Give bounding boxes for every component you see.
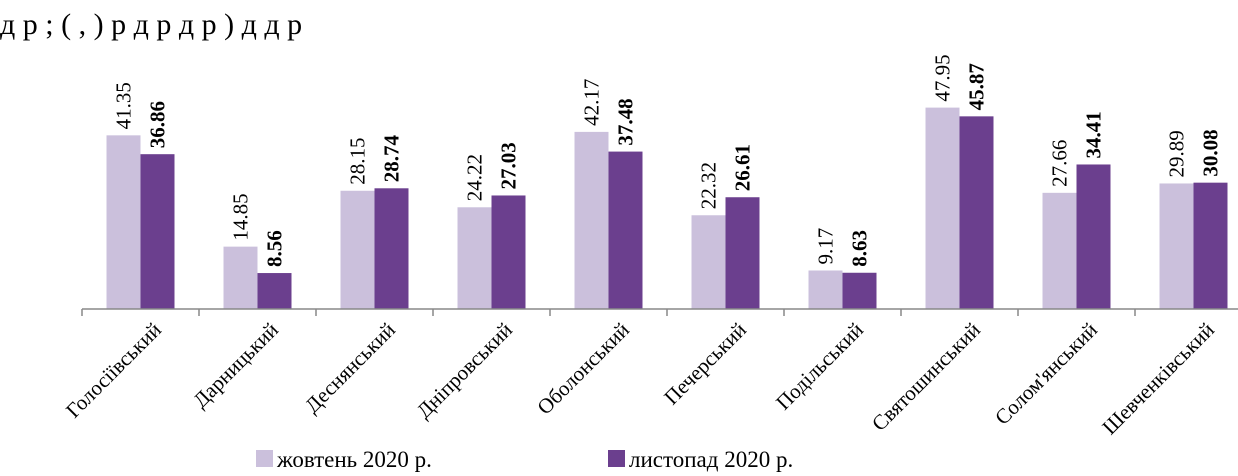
category-label: Дніпровський xyxy=(412,318,517,423)
category-label: Оболонський xyxy=(532,318,634,420)
value-label: 36.86 xyxy=(146,101,170,148)
bar xyxy=(1042,192,1077,309)
value-label: 24.22 xyxy=(463,154,487,201)
value-label: 45.87 xyxy=(965,63,989,110)
value-label: 37.48 xyxy=(614,98,638,145)
category-label: Святошинський xyxy=(867,318,985,436)
category-label: Печерський xyxy=(659,318,751,410)
bar xyxy=(491,195,526,309)
category-label: Деснянський xyxy=(300,318,400,418)
legend-label: жовтень 2020 р. xyxy=(276,447,432,472)
value-label: 14.85 xyxy=(229,193,253,240)
value-label: 27.03 xyxy=(497,142,521,189)
legend-swatch xyxy=(256,450,273,467)
bars-group xyxy=(106,107,1228,309)
legend: жовтень 2020 р. листопад 2020 р. xyxy=(256,447,793,472)
value-label: 22.32 xyxy=(697,162,721,209)
bar xyxy=(1193,182,1228,309)
legend-swatch xyxy=(608,450,625,467)
x-axis-ticks xyxy=(81,309,1136,316)
value-label: 30.08 xyxy=(1199,129,1223,176)
bar xyxy=(106,135,141,309)
top-cut-text: д р ; ( , ) р д р д р ) д д р xyxy=(0,8,302,41)
value-label: 28.74 xyxy=(380,135,404,183)
bar xyxy=(374,188,409,309)
value-label: 28.15 xyxy=(346,138,370,185)
category-label: Подільський xyxy=(771,318,868,415)
category-label: Дарницький xyxy=(188,318,283,413)
bar xyxy=(691,215,726,309)
bar xyxy=(140,154,175,309)
bar xyxy=(1076,164,1111,309)
value-label: 34.41 xyxy=(1082,111,1106,158)
bar xyxy=(725,197,760,309)
bar xyxy=(925,107,960,309)
category-label: Шевченківський xyxy=(1097,318,1219,440)
bar xyxy=(608,151,643,309)
category-labels: Голосіївський Дарницький Деснянський Дніпро… xyxy=(61,318,1219,440)
value-label: 26.61 xyxy=(731,144,755,191)
value-label: 27.66 xyxy=(1048,140,1072,187)
value-labels: 41.35 36.86 14.85 8.56 28.15 28.74 24.22 27.03 4… xyxy=(112,54,1223,267)
value-label: 8.63 xyxy=(848,230,872,267)
bar xyxy=(223,246,258,309)
legend-label: листопад 2020 р. xyxy=(629,447,793,472)
category-label: Солом'янський xyxy=(990,318,1102,430)
bar xyxy=(1159,183,1194,309)
value-label: 41.35 xyxy=(112,82,136,129)
bar xyxy=(457,207,492,309)
bar xyxy=(842,272,877,309)
value-label: 29.89 xyxy=(1165,130,1189,177)
bar xyxy=(340,190,375,309)
bar xyxy=(257,273,292,309)
bar xyxy=(959,116,994,309)
category-label: Голосіївський xyxy=(61,318,166,423)
value-label: 42.17 xyxy=(580,79,604,126)
value-label: 47.95 xyxy=(931,54,955,101)
bar xyxy=(808,270,843,309)
value-label: 8.56 xyxy=(263,230,287,267)
bar xyxy=(574,131,609,309)
value-label: 9.17 xyxy=(814,228,838,265)
